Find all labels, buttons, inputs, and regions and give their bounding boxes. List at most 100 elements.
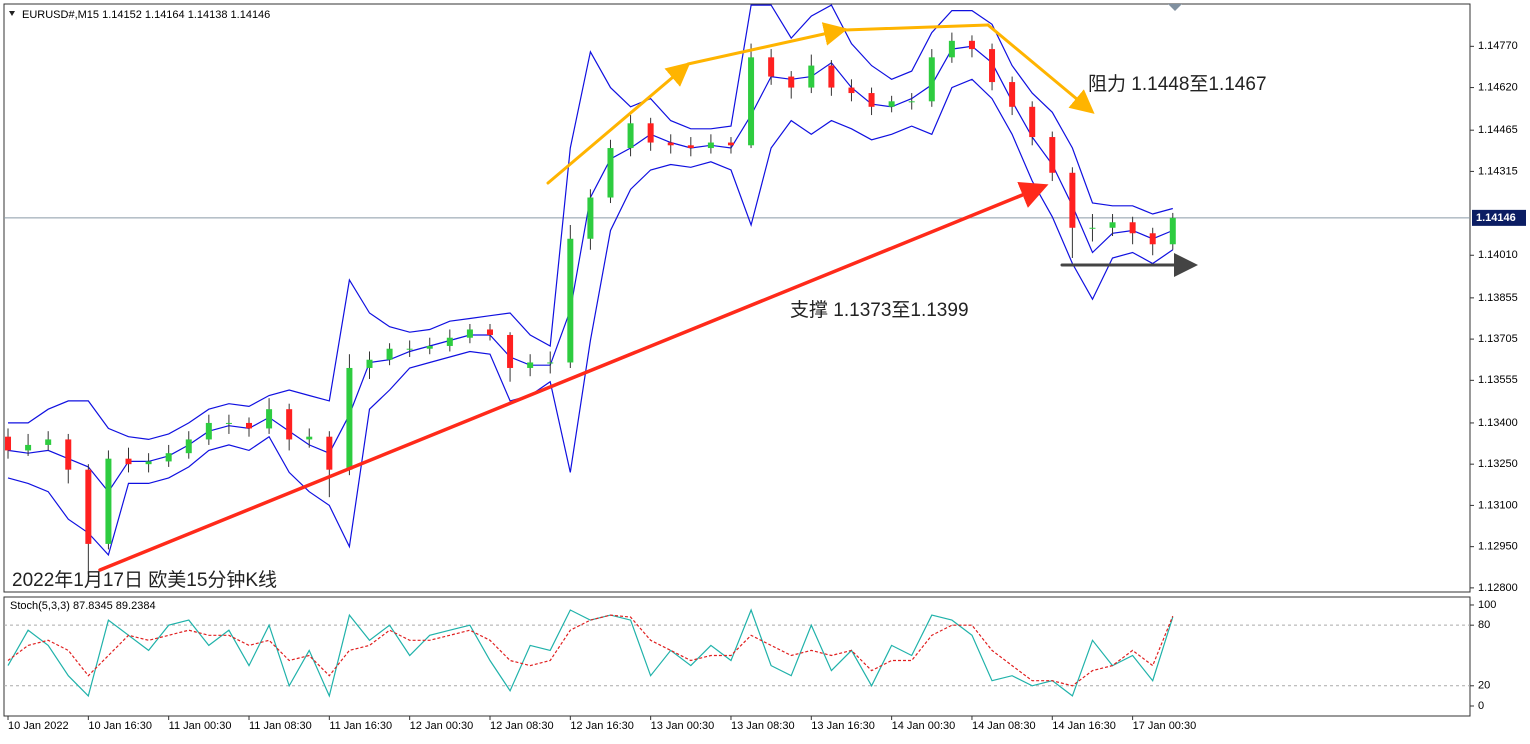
candle-body [145, 461, 152, 465]
candle-body [768, 57, 775, 77]
candle-body [808, 65, 815, 88]
candle-body [225, 422, 232, 424]
trend-arrow [986, 23, 1095, 114]
y-tick-label: 1.13100 [1478, 499, 1518, 511]
candle-body [507, 334, 514, 368]
trend-line [843, 23, 990, 32]
current-price-label: 1.14146 [1476, 212, 1516, 224]
candle-body [165, 453, 172, 462]
candle-body [748, 57, 755, 146]
x-tick-label: 11 Jan 00:30 [169, 720, 232, 732]
candle-body [828, 65, 835, 88]
candle-body [607, 148, 614, 198]
candle-body [185, 439, 192, 454]
y-tick-label: 1.14010 [1478, 249, 1518, 261]
y-tick-label: 0 [1478, 700, 1484, 712]
candle-body [547, 362, 554, 364]
x-tick-label: 13 Jan 16:30 [811, 720, 875, 732]
candle-body [567, 238, 574, 363]
candle-body [5, 436, 12, 451]
support-note: 支撑 1.1373至1.1399 [790, 299, 969, 321]
chart-caption: 2022年1月17日 欧美15分钟K线 [12, 569, 277, 591]
y-tick-label: 1.13555 [1478, 374, 1518, 386]
y-tick-label: 1.13705 [1478, 333, 1518, 345]
candle-body [366, 359, 373, 368]
candle-body [65, 439, 72, 470]
series-line [8, 4, 1173, 441]
candle-body [266, 409, 273, 429]
candle-body [968, 40, 975, 50]
y-tick-label: 80 [1478, 619, 1490, 631]
candle-body [848, 87, 855, 94]
support-arrow [98, 181, 1049, 572]
candle-body [45, 439, 52, 445]
y-tick-label: 1.13250 [1478, 458, 1518, 470]
candle-body [1049, 137, 1056, 173]
candle-body [486, 329, 493, 335]
x-tick-label: 12 Jan 16:30 [570, 720, 634, 732]
candle-body [1109, 222, 1116, 228]
x-tick-label: 17 Jan 00:30 [1133, 720, 1197, 732]
series-line [7, 45, 1174, 493]
candle-body [788, 76, 795, 88]
candle-body [326, 436, 333, 470]
y-tick-label: 20 [1478, 680, 1490, 692]
menu-triangle [9, 11, 15, 16]
stoch-header: Stoch(5,3,3) 87.8345 89.2384 [10, 600, 156, 612]
x-tick-label: 13 Jan 08:30 [731, 720, 795, 732]
candle-body [527, 362, 534, 368]
candle-body [868, 93, 875, 107]
candle-body [908, 101, 915, 103]
candle-body [1149, 233, 1156, 245]
candle-body [1069, 172, 1076, 228]
candle-body [948, 40, 955, 58]
candle-body [1129, 222, 1136, 234]
candle-body [426, 345, 433, 349]
candle-body [888, 101, 895, 107]
y-tick-label: 1.14315 [1478, 165, 1518, 177]
y-tick-label: 1.13400 [1478, 417, 1518, 429]
candle-body [1009, 82, 1016, 107]
y-tick-label: 1.14770 [1478, 40, 1518, 52]
trend-lines [98, 22, 1198, 572]
stoch-panel [3, 596, 1471, 717]
x-tick-label: 14 Jan 00:30 [892, 720, 956, 732]
candle-body [667, 142, 674, 146]
series-line [7, 614, 1174, 687]
y-tick-label: 1.12950 [1478, 541, 1518, 553]
y-tick-label: 100 [1478, 599, 1496, 611]
candle-body [587, 197, 594, 239]
candle-body [406, 348, 413, 350]
candle-body [1169, 217, 1176, 245]
x-tick-label: 10 Jan 2022 [8, 720, 69, 732]
candle-body [205, 422, 212, 440]
x-tick-label: 11 Jan 16:30 [329, 720, 392, 732]
trend-arrow [686, 22, 848, 66]
y-tick-label: 1.12800 [1478, 582, 1518, 594]
candle-body [1029, 106, 1036, 138]
candle-body [989, 49, 996, 83]
x-tick-label: 10 Jan 16:30 [88, 720, 152, 732]
y-tick-label: 1.14465 [1478, 124, 1518, 136]
x-tick-label: 14 Jan 08:30 [972, 720, 1036, 732]
candle-body [466, 329, 473, 338]
x-tick-label: 13 Jan 00:30 [651, 720, 715, 732]
candle-body [246, 422, 253, 429]
series-line [7, 608, 1174, 698]
x-tick-label: 12 Jan 08:30 [490, 720, 554, 732]
y-tick-label: 1.14620 [1478, 81, 1518, 93]
symbol-header: EURUSD#,M15 1.14152 1.14164 1.14138 1.14… [22, 9, 270, 21]
candle-body [85, 469, 92, 544]
candle-body [1089, 227, 1096, 229]
series-line [7, 78, 1174, 557]
candle-body [306, 436, 313, 440]
candle-body [627, 123, 634, 149]
candle-body [446, 337, 453, 346]
candle-body [105, 458, 112, 544]
x-tick-label: 14 Jan 16:30 [1052, 720, 1116, 732]
candle-body [346, 367, 353, 470]
candle-body [286, 409, 293, 440]
candle-body [727, 142, 734, 146]
candle-body [647, 123, 654, 143]
